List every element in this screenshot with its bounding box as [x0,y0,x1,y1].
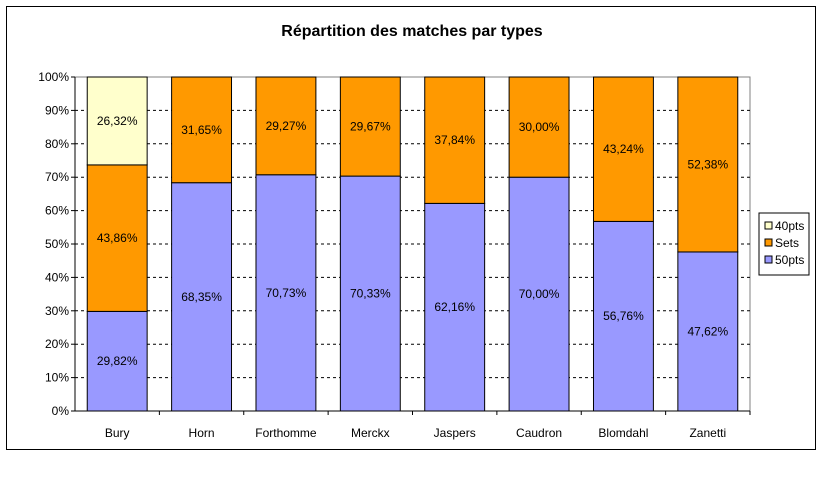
chart-title: Répartition des matches par types [281,23,543,40]
y-tick-label: 20% [45,337,69,351]
x-tick-label: Forthomme [255,426,317,440]
y-tick-label: 100% [38,70,69,84]
grid-layer [75,109,750,379]
data-label: 70,73% [266,286,307,300]
axis-layer: 0% 10% 20% 30% 40% 50% 60% 70% 80% 90% 100% Bury Hor… [38,70,751,440]
data-label: 62,16% [434,300,475,314]
legend-label-sets: Sets [775,236,799,250]
y-tick-label: 10% [45,371,69,385]
x-tick-label: Jaspers [434,426,476,440]
y-tick-label: 0% [52,404,70,418]
legend: 40pts Sets 50pts [758,212,810,276]
legend-label-50pts: 50pts [775,253,804,267]
chart-frame: Répartition des matches par types 29,82%… [6,6,816,450]
data-label: 30,00% [519,120,560,134]
x-tick-label: Bury [105,426,130,440]
data-label: 37,84% [434,133,475,147]
data-label: 47,62% [687,324,728,338]
bar-segment-50pts [424,202,486,412]
x-tick-label: Merckx [351,426,390,440]
bar-segment-sets [424,76,486,204]
x-tick-label: Zanetti [689,426,726,440]
bar-segment-sets [171,76,233,184]
x-tick-label: Blomdahl [598,426,648,440]
bar-segment-50pts [339,175,401,412]
y-tick-label: 50% [45,237,69,251]
y-tick-label: 80% [45,137,69,151]
bar-segment-sets [86,164,148,312]
data-label: 43,24% [603,142,644,156]
data-label: 26,32% [97,114,138,128]
bar-segment-sets [508,76,570,178]
bar-segment-sets [677,76,739,253]
bar-segment-50pts [171,182,233,412]
data-label: 68,35% [181,290,222,304]
x-tick-label: Caudron [516,426,562,440]
bars-layer: 29,82% 43,86% 26,32% 68,35% 31,65% 70,73% 29,2… [86,76,739,412]
bar-segment-50pts [255,174,317,412]
y-tick-label: 90% [45,103,69,117]
legend-swatch-sets [764,238,773,247]
bar-segment-sets [592,76,654,222]
x-tick-label: Horn [189,426,215,440]
legend-label-40pts: 40pts [775,219,804,233]
data-label: 43,86% [97,231,138,245]
bar-segment-50pts [677,251,739,412]
legend-swatch-50pts [764,255,773,264]
data-label: 70,00% [519,287,560,301]
data-label: 29,82% [97,354,138,368]
y-tick-label: 40% [45,270,69,284]
legend-swatch-40pts [764,221,773,230]
bar-segment-50pts [592,220,654,412]
y-tick-label: 70% [45,170,69,184]
data-label: 56,76% [603,309,644,323]
bar-segment-50pts [508,176,570,412]
chart-svg: Répartition des matches par types 29,82%… [38,23,810,440]
data-label: 52,38% [687,157,728,171]
y-tick-label: 30% [45,304,69,318]
bar-segment-40pts [86,76,148,166]
data-label: 29,67% [350,120,391,134]
data-label: 31,65% [181,123,222,137]
data-label: 29,27% [266,119,307,133]
data-label: 70,33% [350,287,391,301]
bar-segment-sets [255,76,317,176]
y-tick-label: 60% [45,204,69,218]
bar-segment-sets [339,76,401,177]
